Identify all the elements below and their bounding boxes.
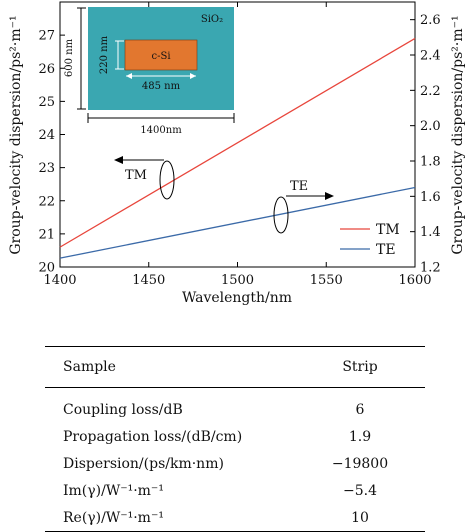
y-tick-label: 20 xyxy=(38,261,55,276)
table-cell-value: 6 xyxy=(355,401,365,418)
dispersion-chart: 1400 1450 1500 1550 1600 20 21 22 23 24 25 26 27 1.… xyxy=(8,1,466,306)
te-arrow-head xyxy=(325,192,334,200)
te-annotation: TE xyxy=(273,179,334,234)
inset-core-width-arrow-left xyxy=(126,73,132,79)
y-axis-ticks: 20 21 22 23 24 25 26 27 xyxy=(38,29,65,276)
y-tick-label: 21 xyxy=(38,227,55,242)
series-lines xyxy=(59,37,416,259)
table-header-sample: Sample xyxy=(63,359,116,375)
y-axis-label: Group-velocity dispersion/ps²·m⁻¹ xyxy=(8,15,24,254)
tm-annotation: TM xyxy=(114,156,175,200)
y2-tick-label: 1.4 xyxy=(420,225,441,240)
table-cell-value: 1.9 xyxy=(348,428,372,445)
table-cell-param: Re(γ)/W⁻¹·m⁻¹ xyxy=(63,509,164,526)
y2-tick-label: 1.6 xyxy=(420,190,441,205)
inset-core-width-arrow-right xyxy=(190,73,196,79)
series-line-te xyxy=(59,186,416,259)
y2-tick-label: 1.8 xyxy=(420,155,441,170)
tm-annotation-label: TM xyxy=(125,168,147,183)
y2-tick-label: 1.2 xyxy=(420,261,441,276)
table-cell-param: Coupling loss/dB xyxy=(63,401,183,418)
series-line-tm xyxy=(59,37,416,248)
table-row: Im(γ)/W⁻¹·m⁻¹ −5.4 xyxy=(45,477,425,504)
legend-label-tm: TM xyxy=(376,222,400,238)
y-tick-label: 24 xyxy=(38,128,55,143)
y-tick-label: 25 xyxy=(38,95,55,110)
x-tick-label: 1450 xyxy=(132,273,165,288)
parameters-table: Sample Strip Coupling loss/dB 6 Propagat… xyxy=(45,346,425,532)
y2-axis-label: Group-velocity dispersion/ps²·m⁻¹ xyxy=(450,15,466,254)
table-cell-value: −19800 xyxy=(331,455,389,472)
table-cell-value: 10 xyxy=(351,509,369,526)
te-annotation-label: TE xyxy=(290,179,308,194)
inset-core-label: c-Si xyxy=(151,51,170,62)
inset-core-height-label: 220 nm xyxy=(99,35,110,74)
x-tick-label: 1600 xyxy=(398,273,431,288)
table-header-row: Sample Strip xyxy=(45,346,425,388)
te-ellipse xyxy=(273,196,289,234)
table-row: Propagation loss/(dB/cm) 1.9 xyxy=(45,423,425,450)
x-axis-ticks: 1400 1450 1500 1550 1600 xyxy=(43,2,432,288)
y2-tick-label: 2.0 xyxy=(420,119,441,134)
tm-ellipse xyxy=(159,160,175,200)
y2-axis-ticks: 1.2 1.4 1.6 1.8 2.0 2.2 2.4 2.6 xyxy=(410,13,441,276)
inset-cladding-label: SiO₂ xyxy=(201,14,223,25)
y2-tick-label: 2.4 xyxy=(420,49,441,64)
x-tick-label: 1500 xyxy=(221,273,254,288)
y-tick-label: 27 xyxy=(38,29,55,44)
inset-total-height-label: 600 nm xyxy=(64,38,75,77)
y-tick-label: 23 xyxy=(38,161,55,176)
table-row: Coupling loss/dB 6 xyxy=(45,388,425,424)
inset-core-width-label: 485 nm xyxy=(142,81,181,92)
table-cell-param: Dispersion/(ps/km·nm) xyxy=(63,455,224,472)
y2-tick-label: 2.6 xyxy=(420,13,441,28)
x-tick-label: 1550 xyxy=(310,273,343,288)
table-header-strip: Strip xyxy=(342,359,378,375)
y2-tick-label: 2.2 xyxy=(420,84,441,99)
table-cell-param: Propagation loss/(dB/cm) xyxy=(63,428,243,445)
table-cell-param: Im(γ)/W⁻¹·m⁻¹ xyxy=(63,482,164,499)
x-tick-label: 1400 xyxy=(43,273,76,288)
inset-total-width-label: 1400nm xyxy=(140,125,182,136)
y-tick-label: 26 xyxy=(38,62,55,77)
table-row: Dispersion/(ps/km·nm) −19800 xyxy=(45,450,425,477)
inset-core xyxy=(124,39,198,71)
table-cell-value: −5.4 xyxy=(343,482,377,499)
legend: TM TE xyxy=(340,222,400,258)
table-row: Re(γ)/W⁻¹·m⁻¹ 10 xyxy=(45,504,425,532)
x-axis-label: Wavelength/nm xyxy=(182,290,292,306)
parameters-table-wrap: Sample Strip Coupling loss/dB 6 Propagat… xyxy=(45,346,425,532)
legend-label-te: TE xyxy=(376,242,396,258)
tm-arrow-head xyxy=(114,156,123,164)
y-tick-label: 22 xyxy=(38,194,55,209)
inset-cross-section: c-Si SiO₂ 600 nm 220 nm 485 nm 1400nm xyxy=(64,7,235,136)
